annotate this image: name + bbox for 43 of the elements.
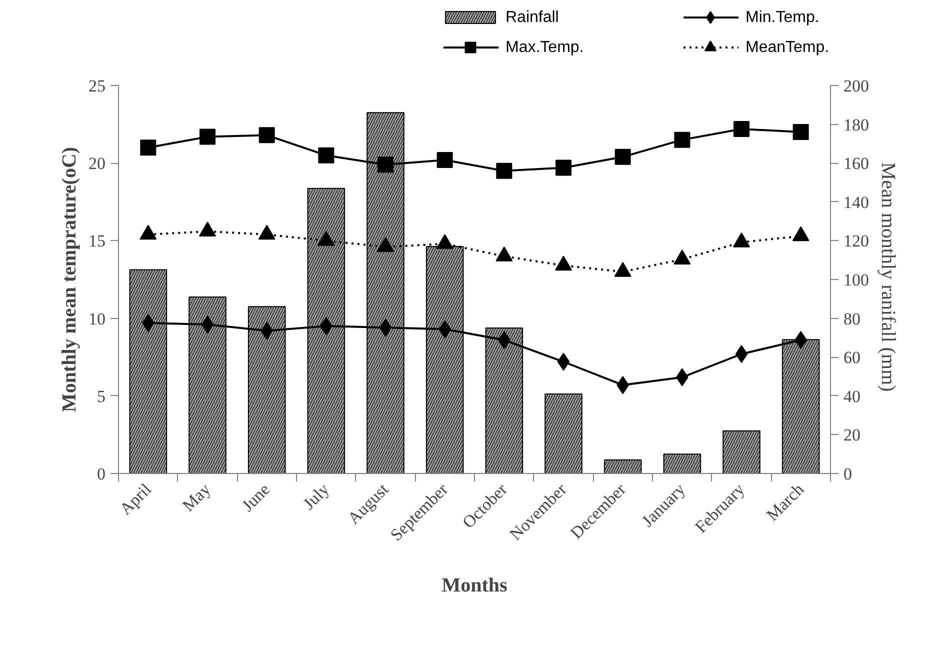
x-tick-label: May	[178, 479, 215, 516]
point	[140, 140, 156, 156]
y2-tick-label: 0	[844, 464, 852, 484]
y-tick-label: 5	[97, 386, 106, 406]
y2-tick-label: 40	[844, 386, 860, 406]
point	[556, 160, 572, 176]
legend-label: Max.Temp.	[506, 39, 584, 56]
y2-tick-label: 100	[844, 270, 869, 290]
point	[379, 318, 392, 337]
y2-tick-label: 60	[844, 348, 860, 368]
point	[792, 124, 809, 140]
y2-tick-label: 200	[844, 76, 869, 96]
y-tick-label: 25	[88, 76, 106, 96]
y-tick-label: 10	[88, 309, 106, 328]
y2-axis-title: Mean monthly ranifall (mm)	[877, 162, 899, 392]
point	[201, 316, 214, 334]
y2-tick-label: 20	[844, 426, 860, 445]
point	[378, 156, 394, 173]
point	[735, 344, 748, 363]
legend-label: Min.Temp.	[746, 9, 820, 26]
x-axis-title: Months	[442, 574, 508, 596]
point	[436, 152, 453, 168]
legend-label: MeanTemp.	[746, 39, 830, 56]
y-tick-label: 0	[97, 464, 106, 484]
point	[200, 128, 216, 145]
point	[496, 162, 512, 179]
point	[614, 148, 631, 165]
point	[674, 132, 690, 148]
y2-tick-label: 180	[844, 115, 869, 134]
y-axis-title: Monthly mean temprature(oC)	[58, 146, 80, 412]
x-tick-label: July	[299, 479, 334, 514]
y2-tick-label: 120	[844, 232, 869, 251]
x-tick-label: June	[238, 480, 274, 516]
y2-tick-label: 160	[844, 154, 869, 174]
y-tick-label: 20	[88, 154, 106, 174]
point	[318, 147, 334, 164]
point	[258, 127, 275, 144]
y2-tick-label: 80	[844, 309, 860, 328]
legend-label: Rainfall	[506, 9, 559, 26]
y-tick-label: 15	[88, 232, 106, 251]
point	[734, 120, 750, 137]
y2-tick-label: 140	[844, 192, 869, 212]
point	[557, 352, 570, 371]
